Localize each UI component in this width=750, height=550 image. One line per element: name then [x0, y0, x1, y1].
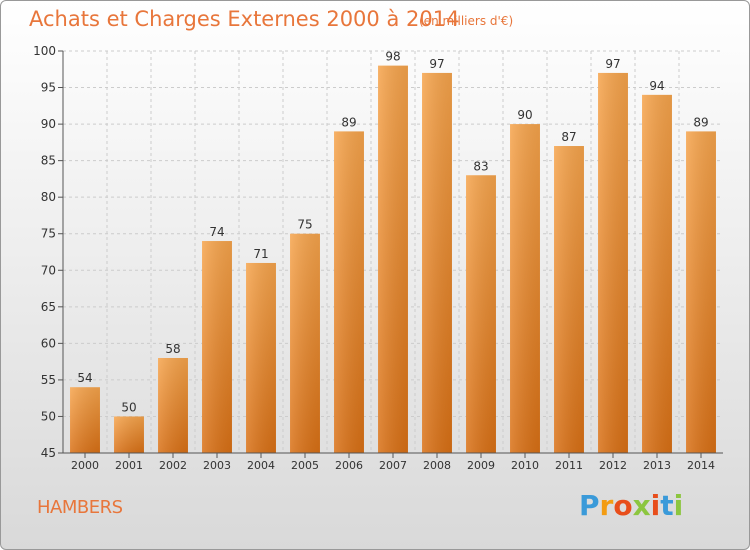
y-tick-label: 100: [33, 44, 56, 58]
y-tick-label: 45: [41, 446, 56, 460]
bar-shade-2013: [642, 94, 672, 453]
bar-shade-2014: [686, 131, 716, 453]
logo-letter: r: [599, 489, 614, 522]
value-label: 94: [649, 79, 664, 93]
x-tick-label: 2008: [423, 459, 451, 472]
value-label: 87: [561, 130, 576, 144]
logo-letter: o: [613, 489, 633, 522]
value-label: 71: [253, 247, 268, 261]
value-label: 74: [209, 225, 224, 239]
y-tick-label: 80: [41, 190, 56, 204]
bar-shade-2008: [422, 72, 452, 453]
x-tick-label: 2007: [379, 459, 407, 472]
x-tick-label: 2006: [335, 459, 363, 472]
axes: 45 50 55 60 65 70 75 80 85 90 95 100 2000 2001 2002 200…: [33, 44, 723, 472]
bars: [70, 65, 716, 454]
value-label: 98: [385, 50, 400, 64]
value-label: 97: [605, 57, 620, 71]
x-tick-label: 2013: [643, 459, 671, 472]
value-label: 89: [341, 115, 356, 129]
bar-shade-2002: [158, 357, 188, 453]
value-label: 75: [297, 218, 312, 232]
x-tick-label: 2012: [599, 459, 627, 472]
location-label: HAMBERS: [37, 497, 123, 518]
value-label: 54: [77, 371, 92, 385]
proxiti-logo: Proxiti: [579, 489, 683, 522]
y-tick-label: 60: [41, 336, 56, 350]
data-labels: 54 50 58 74 71 75 89 98 97 83 90 87 97 94 89: [77, 50, 708, 415]
bar-shade-2007: [378, 65, 408, 454]
chart-title: Achats et Charges Externes 2000 à 2014: [29, 7, 460, 31]
x-tick-label: 2011: [555, 459, 583, 472]
logo-letter: x: [632, 489, 651, 522]
logo-letter: i: [650, 489, 661, 522]
bar-shade-2011: [554, 146, 584, 453]
x-tick-label: 2002: [159, 459, 187, 472]
x-tick-label: 2000: [71, 459, 99, 472]
bar-shade-2009: [466, 175, 496, 453]
bar-shade-2012: [598, 72, 628, 453]
bar-shade-2010: [510, 124, 540, 453]
y-tick-label: 90: [41, 117, 56, 131]
y-tick-label: 65: [41, 300, 56, 314]
x-tick-label: 2014: [687, 459, 715, 472]
y-tick-label: 50: [41, 409, 56, 423]
x-tick-label: 2009: [467, 459, 495, 472]
y-tick-label: 55: [41, 373, 56, 387]
bar-shade-2000: [70, 387, 100, 453]
x-tick-label: 2003: [203, 459, 231, 472]
value-label: 97: [429, 57, 444, 71]
bar-shade-2005: [290, 233, 320, 453]
x-tick-label: 2010: [511, 459, 539, 472]
value-label: 50: [121, 400, 136, 414]
value-label: 58: [165, 342, 180, 356]
x-tick-label: 2005: [291, 459, 319, 472]
y-tick-label: 70: [41, 263, 56, 277]
bar-shade-2006: [334, 131, 364, 453]
logo-letter: P: [579, 489, 600, 522]
x-tick-label: 2001: [115, 459, 143, 472]
y-tick-label: 85: [41, 154, 56, 168]
logo-letter: i: [673, 489, 684, 522]
logo-letter: t: [660, 489, 674, 522]
value-label: 89: [693, 115, 708, 129]
bar-shade-2004: [246, 262, 276, 453]
value-label: 83: [473, 159, 488, 173]
y-tick-label: 75: [41, 227, 56, 241]
y-tick-label: 95: [41, 81, 56, 95]
chart-subtitle: (en milliers d'€): [419, 14, 514, 28]
x-tick-label: 2004: [247, 459, 275, 472]
value-label: 90: [517, 108, 532, 122]
bar-shade-2003: [202, 241, 232, 453]
bar-shade-2001: [114, 416, 144, 453]
